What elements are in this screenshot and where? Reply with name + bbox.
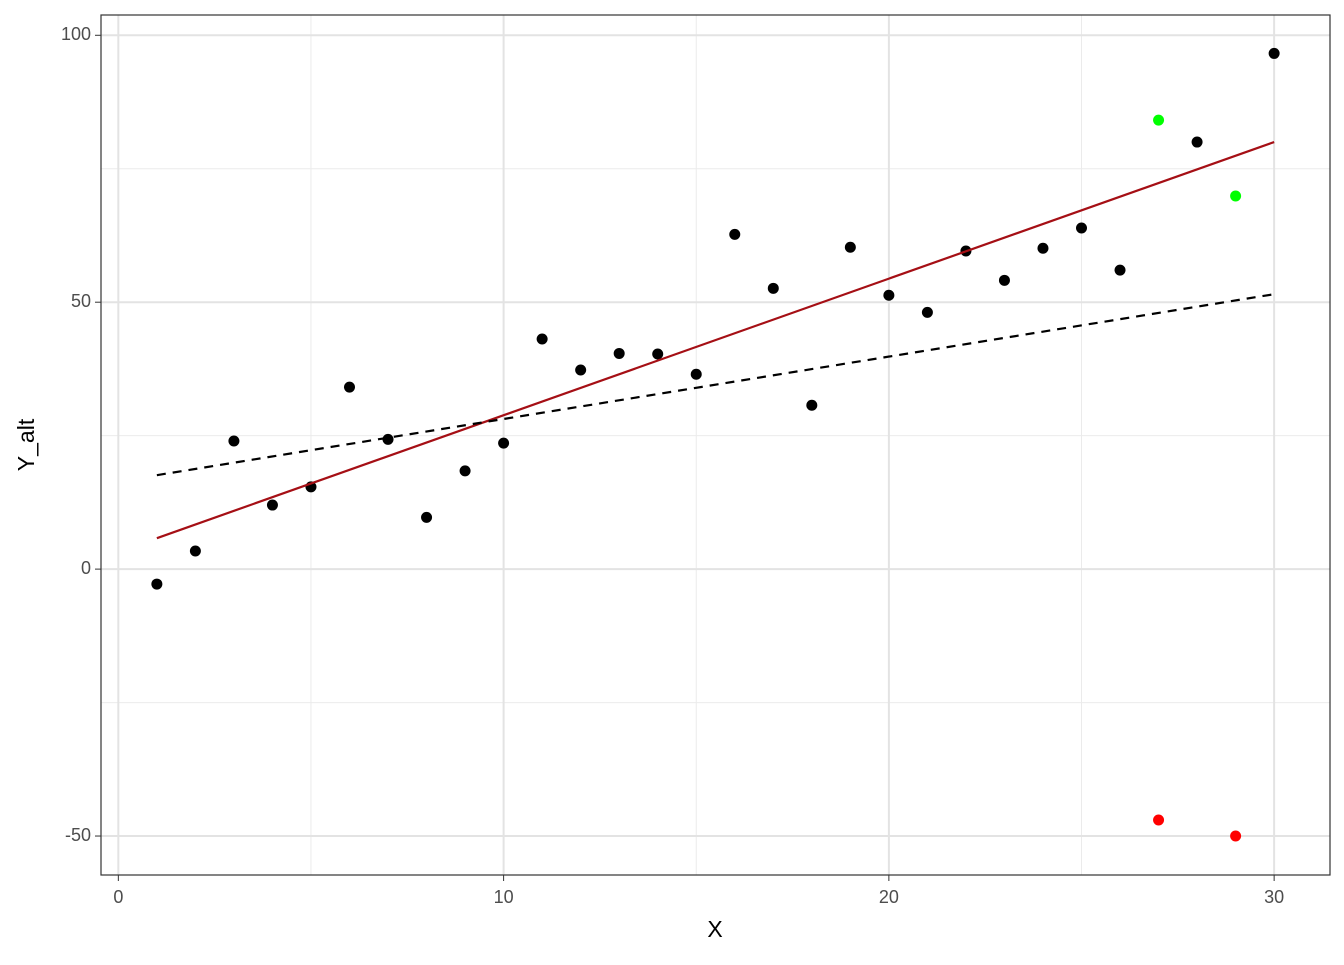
point	[382, 433, 394, 445]
point	[613, 347, 625, 359]
point	[421, 511, 433, 523]
point	[729, 228, 741, 240]
point	[1230, 190, 1242, 202]
point	[266, 499, 278, 511]
point	[998, 274, 1010, 286]
point	[1153, 814, 1165, 826]
point	[228, 435, 240, 447]
y-tick-label: -50	[65, 825, 91, 845]
point	[343, 381, 355, 393]
x-tick-label: 10	[494, 887, 514, 907]
point	[498, 437, 510, 449]
y-tick-label: 50	[71, 291, 91, 311]
point	[767, 282, 779, 294]
point	[1153, 114, 1165, 126]
point	[652, 348, 664, 360]
x-tick-label: 0	[113, 887, 123, 907]
point	[806, 399, 818, 411]
point	[1230, 830, 1242, 842]
point	[844, 241, 856, 253]
point	[921, 306, 933, 318]
point	[189, 545, 201, 557]
point	[1076, 222, 1088, 234]
point	[1191, 136, 1203, 148]
x-axis-title: X	[707, 916, 722, 942]
y-tick-label: 100	[61, 24, 91, 44]
fit-line	[156, 141, 1275, 540]
x-tick-label: 20	[879, 887, 899, 907]
x-tick-label: 30	[1264, 887, 1284, 907]
point	[883, 289, 895, 301]
point	[536, 333, 548, 345]
point	[459, 465, 471, 477]
y-axis-title: Y_alt	[13, 418, 39, 471]
fit-line	[156, 293, 1275, 477]
point	[575, 364, 587, 376]
point	[1268, 47, 1280, 59]
point	[690, 368, 702, 380]
plot-border	[100, 14, 1331, 876]
point	[151, 578, 163, 590]
point	[1114, 264, 1126, 276]
y-tick-label: 0	[81, 558, 91, 578]
point	[1037, 242, 1049, 254]
